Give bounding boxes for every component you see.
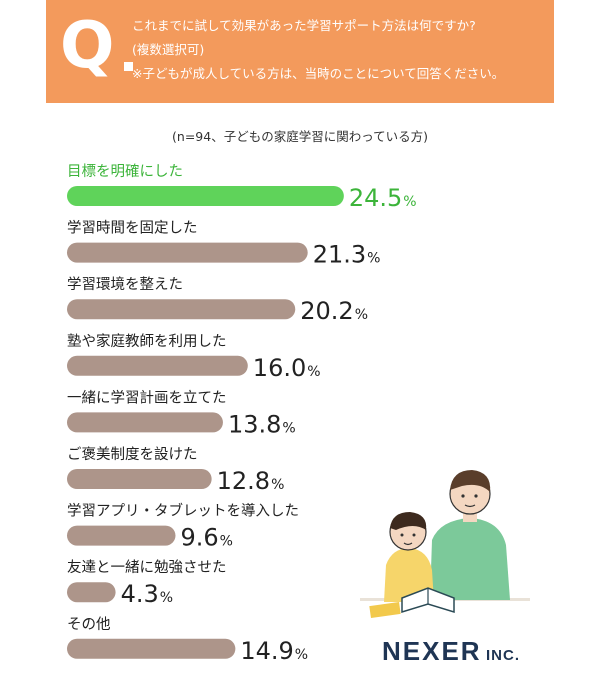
brand-suffix: INC. (486, 647, 520, 664)
parent-child-reading-illustration (360, 470, 530, 619)
bar (67, 186, 344, 206)
category-label: 学習アプリ・タブレットを導入した (67, 502, 299, 520)
value-label: 21.3% (313, 241, 381, 269)
value-label: 24.5% (349, 184, 417, 212)
brand-name: NEXER (382, 636, 482, 666)
value-label: 13.8% (228, 410, 296, 438)
value-label: 9.6% (180, 524, 232, 552)
category-label: ご褒美制度を設けた (67, 446, 198, 463)
category-label: 友達と一緒に勉強させた (67, 559, 227, 576)
bar (67, 638, 236, 659)
question-header: Q これまでに試して効果があった学習サポート方法は何ですか? (複数選択可) ※… (46, 0, 554, 103)
category-label: その他 (67, 616, 111, 633)
category-label: 学習環境を整えた (67, 275, 183, 293)
q-dot (124, 62, 133, 71)
value-label: 4.3% (121, 580, 173, 608)
adult-children-note: ※子どもが成人している方は、当時のことについて回答ください。 (132, 66, 505, 81)
nexer-logo: NEXER INC. (382, 636, 520, 666)
multi-select-note: (複数選択可) (132, 42, 205, 57)
bar (67, 355, 248, 376)
value-label: 14.9% (240, 637, 308, 665)
bar (67, 242, 308, 263)
value-label: 12.8% (217, 467, 285, 495)
bar (67, 525, 176, 546)
category-label: 一緒に学習計画を立てた (67, 389, 227, 406)
sample-note: (n=94、子どもの家庭学習に関わっている方) (172, 129, 428, 144)
bar (67, 299, 296, 320)
value-label: 16.0% (253, 354, 321, 382)
question-text: これまでに試して効果があった学習サポート方法は何ですか? (132, 18, 476, 33)
q-mark: Q (60, 9, 115, 83)
category-label: 塾や家庭教師を利用した (67, 333, 227, 350)
bar (67, 412, 223, 433)
bar (67, 582, 116, 603)
bar (67, 469, 212, 489)
category-label: 目標を明確にした (67, 163, 183, 180)
category-label: 学習時間を固定した (67, 220, 198, 237)
value-label: 20.2% (300, 297, 368, 325)
